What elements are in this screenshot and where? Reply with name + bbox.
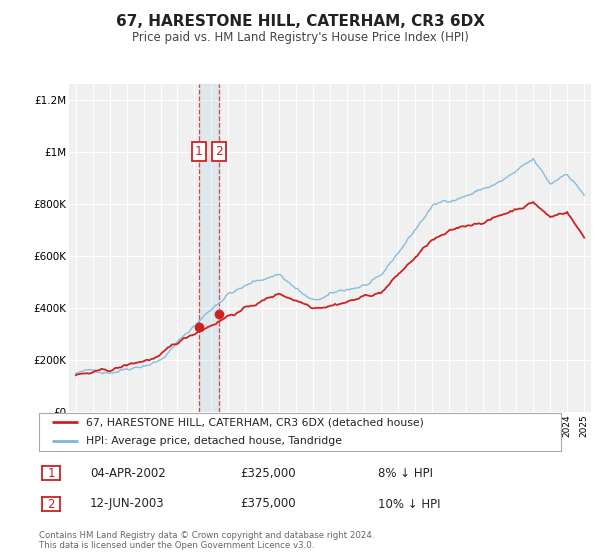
Text: HPI: Average price, detached house, Tandridge: HPI: Average price, detached house, Tand… bbox=[86, 436, 342, 446]
Text: Contains HM Land Registry data © Crown copyright and database right 2024.
This d: Contains HM Land Registry data © Crown c… bbox=[39, 531, 374, 550]
Text: 2: 2 bbox=[47, 497, 55, 511]
Text: 1: 1 bbox=[195, 145, 203, 158]
Text: 67, HARESTONE HILL, CATERHAM, CR3 6DX (detached house): 67, HARESTONE HILL, CATERHAM, CR3 6DX (d… bbox=[86, 417, 424, 427]
Text: 10% ↓ HPI: 10% ↓ HPI bbox=[378, 497, 440, 511]
Text: 04-APR-2002: 04-APR-2002 bbox=[90, 466, 166, 480]
Text: £375,000: £375,000 bbox=[240, 497, 296, 511]
Text: 67, HARESTONE HILL, CATERHAM, CR3 6DX: 67, HARESTONE HILL, CATERHAM, CR3 6DX bbox=[115, 14, 485, 29]
Text: 1: 1 bbox=[47, 466, 55, 480]
Text: 8% ↓ HPI: 8% ↓ HPI bbox=[378, 466, 433, 480]
Bar bbox=[199, 84, 219, 412]
Text: 2: 2 bbox=[215, 145, 223, 158]
Text: £325,000: £325,000 bbox=[240, 466, 296, 480]
Text: 12-JUN-2003: 12-JUN-2003 bbox=[90, 497, 164, 511]
Text: Price paid vs. HM Land Registry's House Price Index (HPI): Price paid vs. HM Land Registry's House … bbox=[131, 31, 469, 44]
